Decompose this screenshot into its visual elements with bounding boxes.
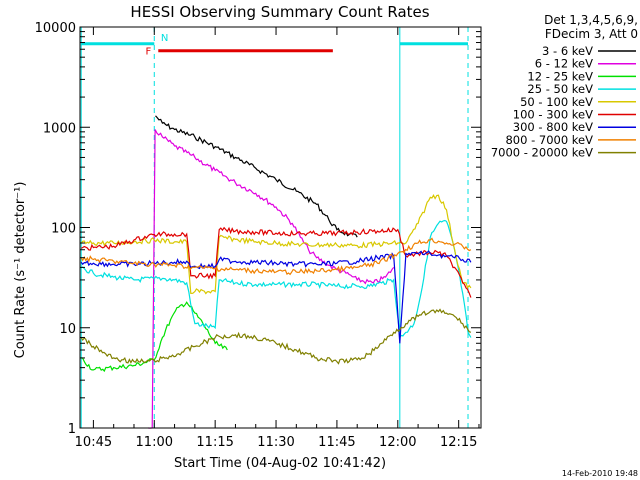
series-line-6 <box>80 250 472 344</box>
x-axis-label: Start Time (04-Aug-02 10:41:42) <box>174 456 386 471</box>
legend-label-7: 800 - 7000 keV <box>505 133 593 147</box>
axis-ticks: 10:45 11:00 11:15 11:30 11:45 12:00 12:15 1 10 10… <box>35 21 481 450</box>
y-axis-label-text: Count Rate (s⁻¹ detector⁻¹) <box>13 182 28 359</box>
y-axis-label: Count Rate (s⁻¹ detector⁻¹) <box>13 182 28 359</box>
legend-label-1: 6 - 12 keV <box>535 57 593 71</box>
legend-header-line-2: FDecim 3, Att 0 <box>545 27 638 41</box>
series-line-1 <box>148 129 395 429</box>
legend-label-0: 3 - 6 keV <box>542 44 593 58</box>
y-tick-label-3: 1000 <box>43 121 76 136</box>
series-line-7 <box>80 237 472 276</box>
y-tick-label-2: 100 <box>51 222 76 237</box>
y-tick-label-4: 10000 <box>35 21 76 36</box>
legend-label-5: 100 - 300 keV <box>513 108 593 122</box>
legend-label-2: 12 - 25 keV <box>527 69 593 83</box>
series-line-4 <box>80 194 472 295</box>
y-tick-label-0: 1 <box>68 422 76 437</box>
series-line-0 <box>155 115 358 238</box>
plot-area: FN <box>80 27 472 429</box>
series-line-8 <box>80 308 472 365</box>
legend-header-line-1: Det 1,3,4,5,6,9, <box>544 13 638 27</box>
flare-bar-label: F <box>146 47 152 58</box>
x-tick-label-6: 12:15 <box>440 435 477 450</box>
x-tick-label-4: 11:45 <box>318 435 355 450</box>
x-tick-label-5: 12:00 <box>379 435 416 450</box>
plot-frame <box>79 26 482 429</box>
chart-title: HESSI Observing Summary Count Rates <box>130 3 429 21</box>
legend-label-6: 300 - 800 keV <box>513 120 593 134</box>
night-label: N <box>161 33 168 44</box>
legend-label-4: 50 - 100 keV <box>520 95 593 109</box>
footer-date: 14-Feb-2010 19:48 <box>562 469 638 478</box>
series-line-3 <box>81 219 472 340</box>
legend-label-3: 25 - 50 keV <box>527 82 593 96</box>
x-tick-label-3: 11:30 <box>257 435 294 450</box>
x-tick-label-0: 10:45 <box>75 435 112 450</box>
legend: Det 1,3,4,5,6,9, FDecim 3, Att 0 3 - 6 k… <box>491 13 638 160</box>
y-tick-label-1: 10 <box>59 322 76 337</box>
x-tick-label-1: 11:00 <box>136 435 173 450</box>
legend-label-8: 7000 - 20000 keV <box>491 146 593 160</box>
x-tick-label-2: 11:15 <box>196 435 233 450</box>
